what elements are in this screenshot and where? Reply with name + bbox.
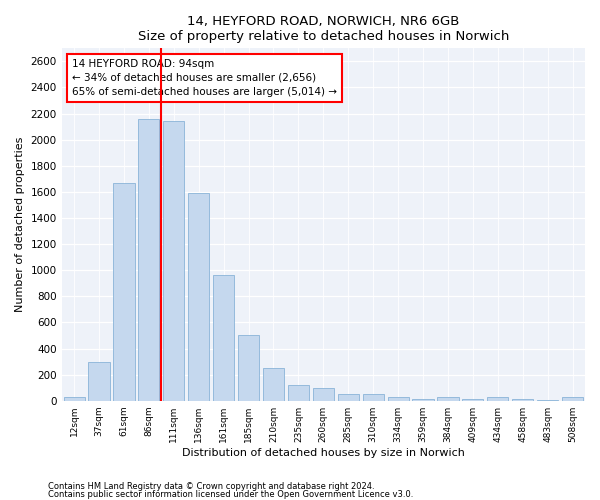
Bar [138, 119, 160, 400]
Bar [263, 368, 284, 400]
Bar [412, 399, 434, 400]
Text: Contains public sector information licensed under the Open Government Licence v3: Contains public sector information licen… [48, 490, 413, 499]
Bar [64, 398, 85, 400]
Title: 14, HEYFORD ROAD, NORWICH, NR6 6GB
Size of property relative to detached houses : 14, HEYFORD ROAD, NORWICH, NR6 6GB Size … [137, 15, 509, 43]
Text: 14 HEYFORD ROAD: 94sqm
← 34% of detached houses are smaller (2,656)
65% of semi-: 14 HEYFORD ROAD: 94sqm ← 34% of detached… [72, 59, 337, 97]
Bar [487, 398, 508, 400]
Bar [288, 385, 309, 400]
Bar [388, 397, 409, 400]
Bar [188, 193, 209, 400]
Bar [163, 122, 184, 400]
Bar [213, 276, 234, 400]
Bar [562, 398, 583, 400]
Bar [437, 397, 458, 400]
Bar [88, 362, 110, 401]
X-axis label: Distribution of detached houses by size in Norwich: Distribution of detached houses by size … [182, 448, 465, 458]
Bar [362, 394, 384, 400]
Bar [113, 183, 134, 400]
Bar [238, 336, 259, 400]
Text: Contains HM Land Registry data © Crown copyright and database right 2024.: Contains HM Land Registry data © Crown c… [48, 482, 374, 491]
Bar [338, 394, 359, 400]
Y-axis label: Number of detached properties: Number of detached properties [15, 137, 25, 312]
Bar [313, 388, 334, 400]
